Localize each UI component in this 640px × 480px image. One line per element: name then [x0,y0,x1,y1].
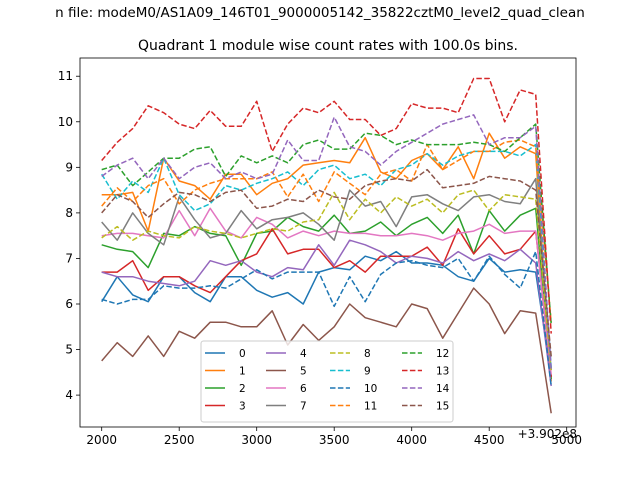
x-tick-label: 3500 [319,433,350,447]
series-line-8 [101,189,552,373]
series-lines [101,77,552,414]
legend-label-8: 8 [364,348,371,360]
legend-label-7: 7 [300,401,307,413]
legend-label-12: 12 [436,348,449,360]
x-tick-label: 5000 [551,433,582,447]
series-line-11 [101,139,552,323]
legend-label-9: 9 [364,366,371,378]
legend-label-15: 15 [436,401,449,413]
legend-label-10: 10 [364,383,377,395]
y-tick-label: 5 [65,343,73,357]
chart-title: Quadrant 1 module wise count rates with … [138,38,518,54]
legend-label-0: 0 [239,348,246,360]
y-tick-label: 11 [58,69,73,83]
series-line-12 [101,123,552,325]
legend-label-6: 6 [300,383,307,395]
legend-label-1: 1 [239,366,246,378]
series-line-13 [101,77,552,334]
y-tick-label: 6 [65,297,73,311]
series-line-5 [101,287,552,414]
legend-label-5: 5 [300,366,307,378]
x-axis-offset-label: +3.902e8 [518,427,577,441]
series-line-9 [101,143,552,368]
legend-label-11: 11 [364,401,377,413]
y-tick-label: 9 [65,160,73,174]
legend-box [200,340,454,423]
legend-label-3: 3 [239,401,246,413]
legend-label-2: 2 [239,383,246,395]
series-line-3 [101,228,552,377]
y-tick-label: 7 [65,251,73,265]
legend-label-4: 4 [300,348,307,360]
series-line-15 [101,168,552,357]
axes-frame [79,57,577,428]
x-tick-label: 2500 [164,433,195,447]
legend-label-14: 14 [436,383,450,395]
series-line-10 [101,250,552,387]
series-line-6 [101,207,552,375]
series-line-4 [101,239,552,387]
legend-label-13: 13 [436,366,449,378]
x-tick-label: 3000 [241,433,272,447]
x-tick-label: 4000 [396,433,427,447]
y-tick-label: 8 [65,206,73,220]
series-line-2 [101,207,552,380]
series-line-7 [101,177,552,371]
series-line-1 [101,132,552,382]
x-tick-label: 2000 [86,433,117,447]
y-tick-label: 4 [65,388,73,402]
x-tick-label: 4500 [474,433,505,447]
figure-suptitle: n file: modeM0/AS1A09_146T01_9000005142_… [55,5,585,21]
y-tick-label: 10 [58,115,73,129]
